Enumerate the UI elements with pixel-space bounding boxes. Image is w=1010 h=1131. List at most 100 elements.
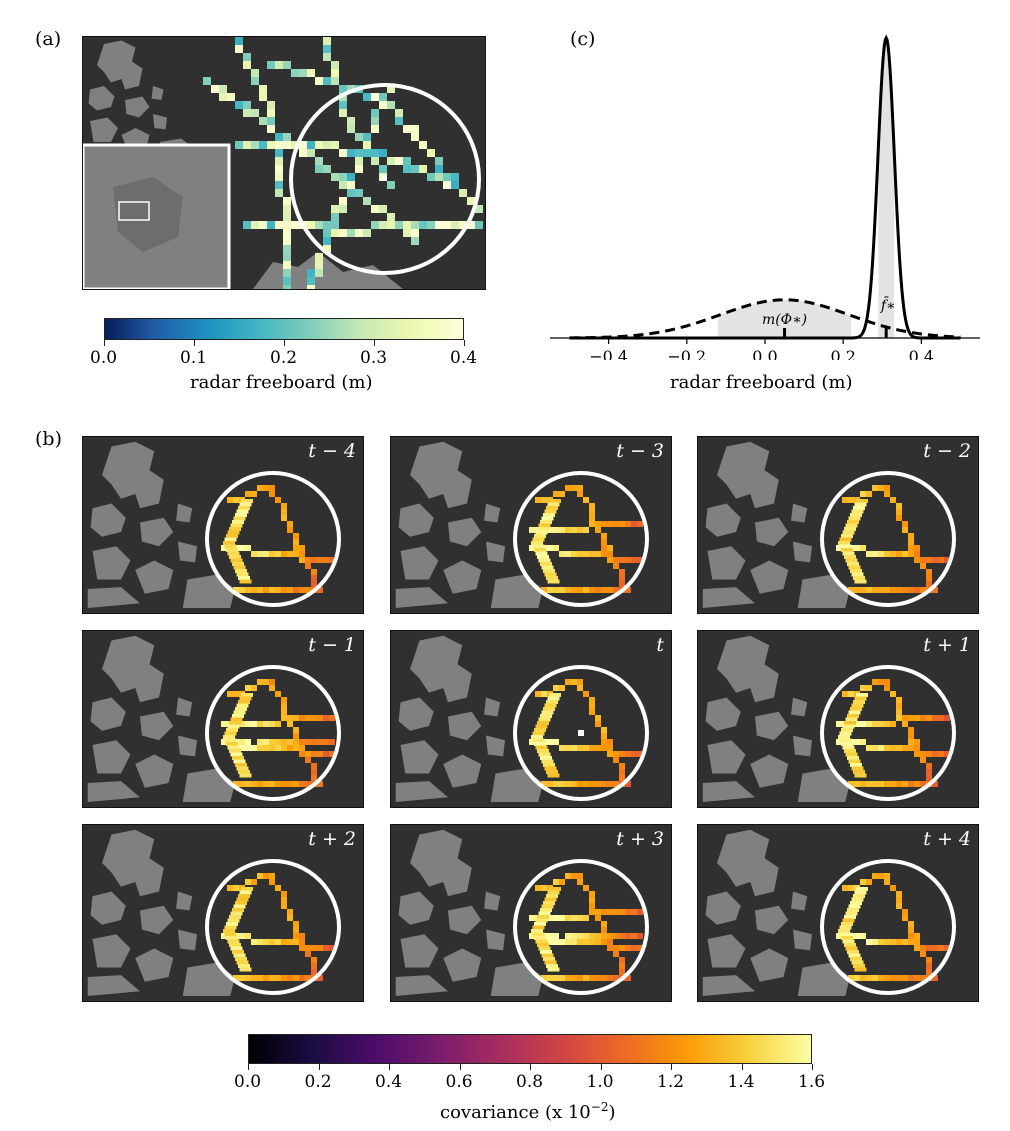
covariance-cell [257,485,263,491]
covariance-cell [257,975,263,981]
covariance-cell [914,557,920,563]
covariance-cell [541,759,554,764]
covariance-cell [269,491,275,497]
covariance-cell [848,885,854,891]
covariance-cell [613,587,619,593]
freeboard-cell [339,85,347,93]
covariance-cell [589,709,595,715]
land-shape [793,929,812,951]
covariance-cell [287,915,293,921]
covariance-cell [287,909,293,915]
freeboard-cell [355,149,363,157]
covariance-cell [329,715,335,721]
covariance-cell [245,491,251,497]
covariance-cell [239,502,252,507]
covariance-map-panel: t + 1 [697,630,979,808]
covariance-cell [281,515,287,521]
freeboard-cell [411,237,419,245]
land-shape [102,829,164,897]
covariance-cell [535,939,548,944]
covariance-cell [920,975,926,981]
covariance-cell [854,967,867,972]
covariance-cell [529,915,535,921]
covariance-cell [890,587,896,593]
freeboard-cell [307,69,315,77]
covariance-cell [235,569,247,573]
covariance-cell [908,545,914,551]
covariance-cell [535,691,541,697]
covariance-cell [233,710,246,715]
search-radius-circle [513,665,649,801]
covariance-cell [239,721,245,727]
covariance-cell [571,551,577,557]
covariance-cell [543,957,555,961]
covariance-cell [872,939,878,945]
freeboard-cell [403,157,411,165]
covariance-map-svg [395,635,649,802]
land-shape [140,905,174,935]
freeboard-cell [243,61,251,69]
covariance-cell [838,929,850,933]
covariance-cell [565,551,571,557]
time-step-label: t + 1 [923,634,971,656]
covariance-cell [239,739,245,745]
covariance-cell [914,551,920,557]
covariance-cell [269,781,275,787]
covariance-cell [872,679,878,685]
colorbar-tick-mark [104,340,105,346]
covariance-cell [908,939,914,945]
freeboard-cell [331,221,339,229]
covariance-cell [281,897,287,903]
covariance-cell [619,775,625,781]
panel-label-a: (a) [35,28,62,50]
colorbar-tick-mark [464,340,465,346]
colorbar-tick-label: 1.4 [727,1072,755,1092]
land-shape [135,560,174,594]
freeboard-cell [347,173,355,181]
covariance-cell [595,781,601,787]
freeboard-cell [427,173,435,181]
freeboard-cell [283,197,291,205]
covariance-cell [841,922,853,926]
covariance-cell [577,933,583,939]
covariance-cell [896,703,902,709]
covariance-cell [872,551,878,557]
covariance-cell [839,544,852,549]
covariance-cell [541,953,554,958]
covariance-map-svg [702,441,956,608]
covariance-cell [233,497,239,503]
covariance-cell [547,939,553,945]
covariance-cell [230,752,243,757]
posterior-distribution-curve [569,34,961,340]
covariance-cell [534,534,546,538]
covariance-cell [890,975,896,981]
covariance-cell [281,781,287,787]
covariance-cell [317,715,323,721]
covariance-cell [601,781,607,787]
covariance-cell [890,745,896,751]
covariance-cell [872,873,878,879]
covariance-cell [619,557,625,563]
freeboard-cell [419,141,427,149]
covariance-cell [559,781,565,787]
land-shape [702,587,755,608]
covariance-cell [854,933,860,939]
covariance-cell [854,781,860,787]
covariance-cell [878,873,884,879]
covariance-cell [844,721,856,725]
colorbar-tick-mark [600,1064,602,1070]
covariance-cell [317,587,323,593]
freeboard-cell [411,133,419,141]
freeboard-cell [267,141,275,149]
covariance-cell [230,717,243,722]
land-shape [97,40,143,90]
land-shape [717,829,779,897]
covariance-cell [908,739,914,745]
covariance-cell [926,969,932,975]
covariance-cell [607,557,613,563]
covariance-cell [531,541,543,545]
freeboard-cell [323,141,331,149]
covariance-cell [236,960,249,965]
covariance-cell [902,587,908,593]
covariance-cell [631,909,637,915]
